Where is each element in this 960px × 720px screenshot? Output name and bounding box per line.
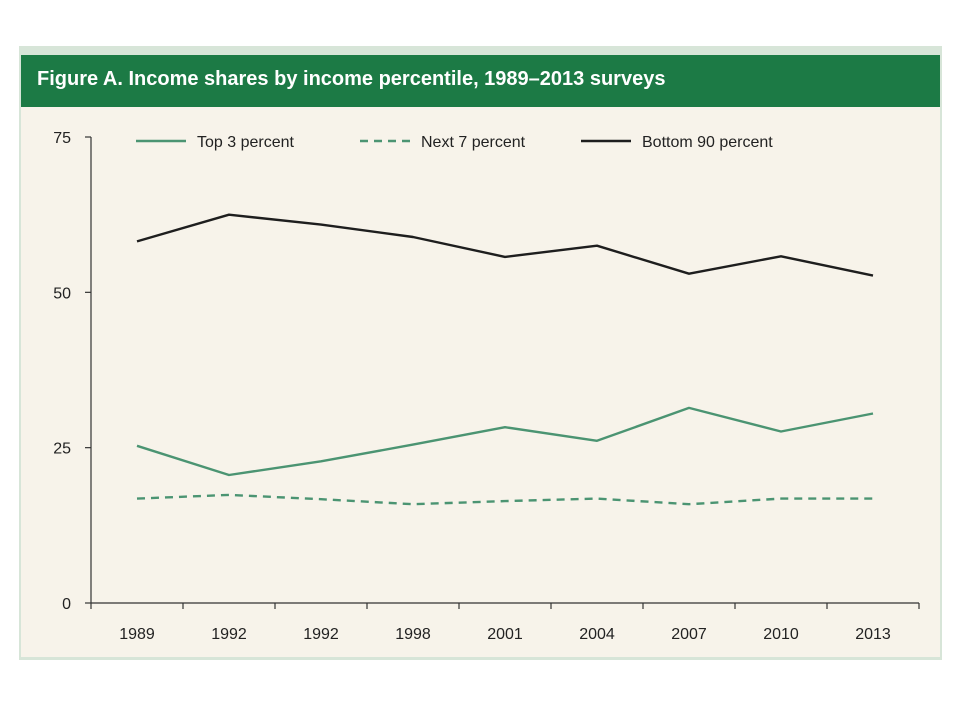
- line-chart: 0 25 50 75 1989 1992 1992 1998 2001 2004 2007 2010 2…: [53, 130, 920, 643]
- y-tick-label: 75: [53, 130, 71, 147]
- figure-title: Figure A. Income shares by income percen…: [37, 68, 666, 90]
- series-line-3: [136, 213, 874, 277]
- plot-panel: [21, 107, 940, 657]
- legend-label-3: Bottom 90 percent: [642, 134, 773, 151]
- legend-label-2: Next 7 percent: [421, 134, 526, 151]
- x-tick-label: 1998: [395, 626, 431, 643]
- y-tick-label: 25: [53, 441, 71, 458]
- x-tick-label: 2007: [671, 626, 707, 643]
- x-tick-label: 2013: [855, 626, 891, 643]
- y-tick-label: 0: [62, 596, 71, 613]
- y-tick-label: 50: [53, 285, 71, 302]
- x-tick-label: 2010: [763, 626, 799, 643]
- x-tick-label: 1992: [211, 626, 247, 643]
- series-line-2: [136, 493, 873, 506]
- x-tick-label: 2001: [487, 626, 523, 643]
- legend-label-1: Top 3 percent: [197, 134, 295, 151]
- series-line-1: [136, 406, 874, 477]
- x-tick-label: 2004: [579, 626, 615, 643]
- x-tick-label: 1992: [303, 626, 339, 643]
- figure-title-bar: Figure A. Income shares by income percen…: [21, 55, 940, 107]
- x-tick-label: 1989: [119, 626, 155, 643]
